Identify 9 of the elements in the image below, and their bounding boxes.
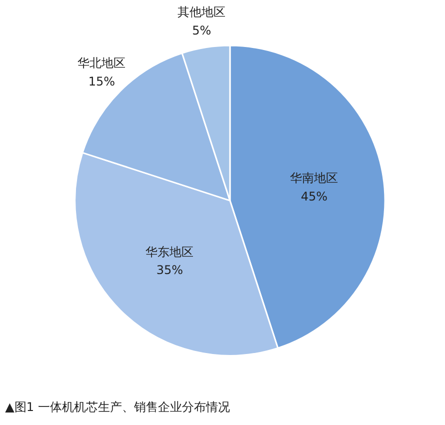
- data-label: 5%: [192, 23, 212, 38]
- text: ▲图1 一体机机芯生产、销售企业分布情况: [5, 400, 230, 414]
- data-label: 45%: [300, 189, 328, 204]
- slice-label: 华北地区: [78, 56, 126, 70]
- data-label: 35%: [156, 263, 184, 278]
- data-label: 15%: [88, 74, 116, 88]
- slice-label: 华南地区: [290, 171, 338, 186]
- slice-label: 其他地区: [178, 5, 226, 20]
- slice-label: 华东地区: [146, 244, 194, 259]
